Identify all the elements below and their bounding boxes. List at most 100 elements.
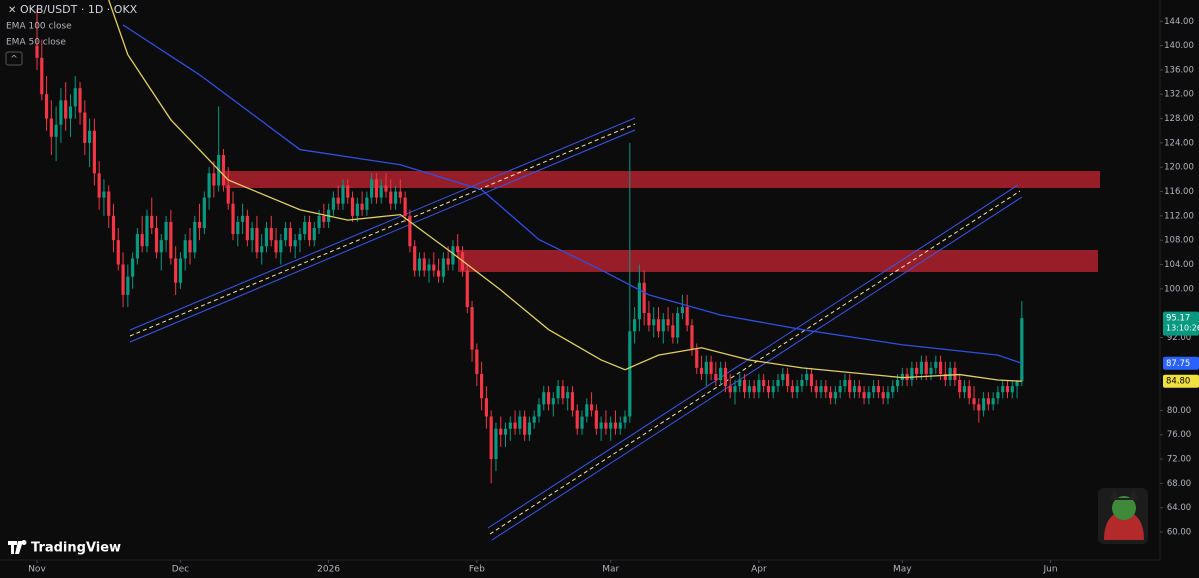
candle-body [919,361,924,374]
candle-body [809,373,814,387]
candle-body [432,264,436,271]
candle-body [346,185,350,198]
y-tick-label: 108.00 [1164,236,1194,246]
y-tick-label: 136.00 [1164,65,1194,75]
candle-body [637,282,641,320]
y-tick-label: 64.00 [1167,503,1191,513]
candle-body [140,234,144,247]
candle-body [790,386,794,393]
candle-body [981,398,986,411]
candle-body [872,386,876,393]
candle-body [762,380,766,387]
candle-body [962,386,967,393]
candle-body [666,319,670,326]
candle-body [298,234,302,241]
candle-body [226,185,230,204]
y-tick-label: 144.00 [1164,17,1194,27]
candle-body [221,155,226,186]
candle-body [365,197,369,210]
candle-body [785,373,790,387]
candle-body [771,386,775,393]
candle-body [441,258,445,277]
collapse-button[interactable] [5,51,23,66]
channel-line [129,129,636,343]
candle-body [207,173,211,198]
candle-body [154,228,159,253]
price-tag-label: 84.80 [1166,377,1190,387]
candle-body [561,386,565,399]
candle-body [68,106,73,119]
candle-body [704,361,708,374]
candle-body [164,221,168,241]
candle-body [728,386,732,393]
y-tick-label: 124.00 [1164,138,1194,148]
candle-body [934,361,938,368]
price-tag [1163,356,1199,370]
candle-body [977,404,981,411]
candle-body [475,349,479,374]
resistance-zone [458,250,1098,272]
y-tick-label: 132.00 [1164,90,1194,100]
candle-body [915,367,919,374]
candle-body [829,392,833,399]
candle-body [723,367,728,387]
candle-body [49,118,53,137]
candle-body [279,240,283,253]
candle-body [499,428,503,435]
candle-body [264,228,269,247]
candle-body [145,215,149,247]
candle-body [518,416,522,429]
x-tick-label: Jun [1042,565,1057,575]
candle-body [805,373,809,381]
candle-body [599,422,603,429]
marks [35,0,1024,484]
candle-body [699,367,704,374]
legend: ✕ OKB/USDT · 1D · OKX EMA 100 close EMA … [5,3,138,66]
candle-body [575,410,579,429]
candle-body [618,422,622,429]
candle-body [322,215,326,222]
candle-body [532,416,536,423]
y-tick-label: 68.00 [1167,479,1191,489]
candle-body [212,173,216,186]
candle-body [824,386,828,393]
candle-body [126,276,130,295]
candle-body [317,215,321,229]
candle-body [293,240,297,247]
candle-body [886,392,890,399]
candle-body [379,185,383,198]
candle-body [1015,381,1019,387]
legend-entry: EMA 50 close [6,38,66,48]
y-tick-label: 120.00 [1164,163,1194,173]
candle-body [685,307,689,326]
candle-body [986,398,990,405]
candle-body [250,228,254,241]
candle-body [513,422,517,429]
candle-body [676,313,680,338]
x-tick-label: Mar [602,565,619,575]
candle-body [795,386,799,393]
axes: 60.00 64.00 68.00 72.00 76.00 80.00 92.00 100.0… [28,17,1199,575]
candle-body [240,215,245,222]
y-tick-label: 100.00 [1164,284,1194,294]
candle-body [393,191,398,204]
zones [225,171,1100,272]
candle-body [647,313,651,326]
candle-body [943,373,947,381]
candle-body [403,197,407,216]
candle-body [714,373,718,381]
y-tick-label: 60.00 [1167,528,1191,538]
channel-mid [129,123,636,337]
ema-line [122,24,1023,364]
candle-body [852,386,857,393]
candle-body [446,258,450,265]
candle-body [613,422,618,429]
candle-body [398,191,402,198]
candle-body [59,100,63,125]
candle-body [953,367,957,381]
candle-body [236,221,240,235]
candle-body [867,392,871,399]
candle-body [231,203,235,235]
candle-body [303,221,307,235]
